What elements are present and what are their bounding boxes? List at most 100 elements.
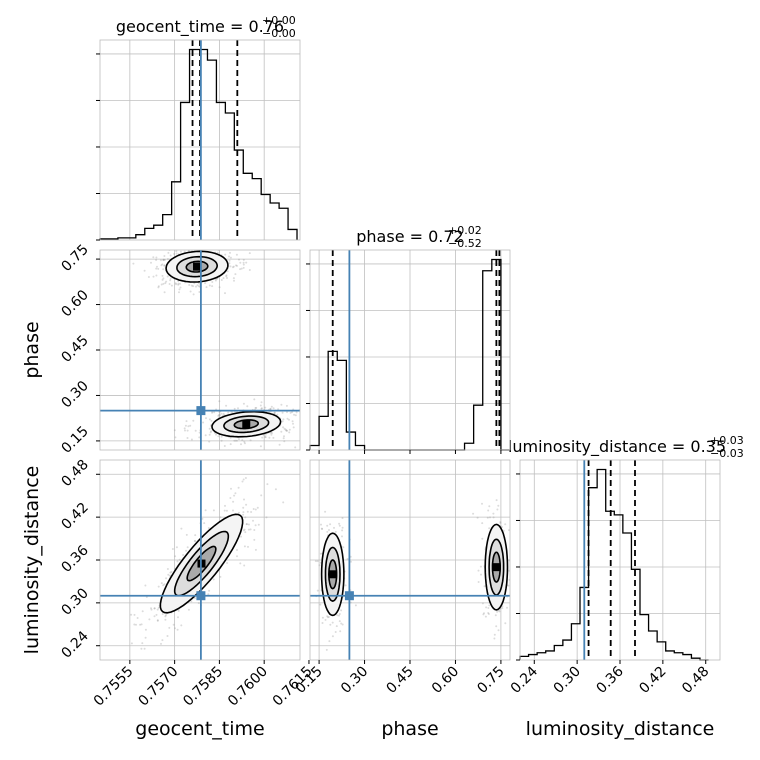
ylabel-phase: phase xyxy=(21,321,43,378)
sample-point xyxy=(160,283,163,286)
sample-point xyxy=(243,440,246,443)
sample-point xyxy=(193,282,196,285)
sample-point xyxy=(488,527,491,530)
sample-point xyxy=(320,523,322,526)
sample-point xyxy=(243,545,246,548)
title-luminosity-distance: luminosity_distance = 0.35 xyxy=(508,437,726,457)
sample-point xyxy=(248,269,251,271)
sample-point xyxy=(202,421,205,424)
sample-point xyxy=(163,258,166,261)
title-phase-sub: −0.52 xyxy=(448,237,482,250)
sample-point xyxy=(264,433,267,436)
sample-point xyxy=(239,562,242,565)
sample-point xyxy=(319,552,322,555)
sample-point xyxy=(219,516,222,519)
sample-point xyxy=(480,573,482,576)
sample-point xyxy=(256,506,259,509)
sample-point xyxy=(211,281,214,283)
x-tick-label: 0.24 xyxy=(508,663,541,696)
sample-point xyxy=(211,285,214,288)
sample-point xyxy=(157,286,160,289)
sample-point xyxy=(249,439,252,442)
sample-point xyxy=(175,546,178,549)
sample-point xyxy=(248,252,251,255)
contour-line xyxy=(233,419,260,430)
sample-point xyxy=(336,661,338,663)
sample-point xyxy=(141,642,144,645)
sample-point xyxy=(222,412,225,415)
y-tick-label: 0.36 xyxy=(58,542,91,575)
sample-point xyxy=(243,498,245,501)
sample-point xyxy=(166,275,169,278)
sample-point xyxy=(242,529,245,532)
sample-point xyxy=(207,527,210,529)
sample-point xyxy=(159,259,162,262)
sample-point xyxy=(169,571,172,574)
sample-point xyxy=(141,610,144,613)
panel-frame xyxy=(99,39,301,241)
sample-point xyxy=(514,597,516,599)
sample-point xyxy=(155,267,158,270)
sample-point xyxy=(260,401,263,404)
sample-point xyxy=(241,480,244,483)
sample-point xyxy=(157,267,160,270)
sample-point xyxy=(163,264,166,267)
x-tick-label: 0.7555 xyxy=(91,664,137,710)
sample-point xyxy=(483,585,486,588)
sample-point xyxy=(282,426,285,429)
sample-point xyxy=(185,549,188,552)
sample-point xyxy=(190,284,193,287)
sample-point xyxy=(264,406,267,409)
sample-point xyxy=(205,417,207,420)
sample-point xyxy=(238,438,240,441)
sample-point xyxy=(213,411,216,414)
sample-point xyxy=(281,420,284,423)
sample-point xyxy=(259,445,262,448)
sample-point xyxy=(245,503,248,506)
sample-point xyxy=(273,411,276,414)
sample-point xyxy=(508,569,510,572)
y-tick-label: 0.45 xyxy=(58,332,91,365)
x-tick-label: 0.30 xyxy=(338,664,371,697)
sample-point xyxy=(166,635,169,637)
sample-point xyxy=(155,274,158,277)
sample-point xyxy=(222,277,225,280)
sample-point xyxy=(237,407,239,410)
sample-point xyxy=(237,486,240,489)
sample-point xyxy=(216,251,219,254)
sample-point xyxy=(230,236,232,238)
ylabel-luminosity-distance: luminosity_distance xyxy=(21,466,43,655)
sample-point xyxy=(330,665,332,667)
sample-point xyxy=(488,505,491,508)
x-tick-label: 0.15 xyxy=(293,664,326,697)
sample-point xyxy=(242,263,245,266)
sample-point xyxy=(160,642,162,645)
contour-line xyxy=(327,559,338,590)
sample-point xyxy=(260,494,263,497)
sample-point xyxy=(226,244,228,246)
contour-line xyxy=(186,545,217,582)
sample-point xyxy=(341,529,344,532)
sample-point xyxy=(487,612,490,614)
sample-point xyxy=(485,606,488,609)
sample-point xyxy=(212,509,215,512)
sample-point xyxy=(222,246,224,248)
sample-point xyxy=(285,404,288,407)
sample-point xyxy=(133,623,136,626)
sample-point xyxy=(229,265,232,268)
sample-point xyxy=(288,431,291,434)
sample-point xyxy=(156,608,159,611)
sample-point xyxy=(205,286,208,289)
sample-point xyxy=(225,404,228,407)
sample-point xyxy=(265,516,268,519)
sample-point xyxy=(190,244,192,246)
sample-point xyxy=(182,247,184,249)
x-tick-label: 0.36 xyxy=(593,663,626,696)
sample-point xyxy=(282,418,285,421)
y-tick-label: 0.60 xyxy=(58,287,91,320)
sample-point xyxy=(161,613,164,615)
x-tick-label: 0.30 xyxy=(551,664,584,697)
sample-point xyxy=(160,264,163,267)
sample-point xyxy=(198,436,201,439)
x-tick-label: 0.75 xyxy=(474,664,507,697)
